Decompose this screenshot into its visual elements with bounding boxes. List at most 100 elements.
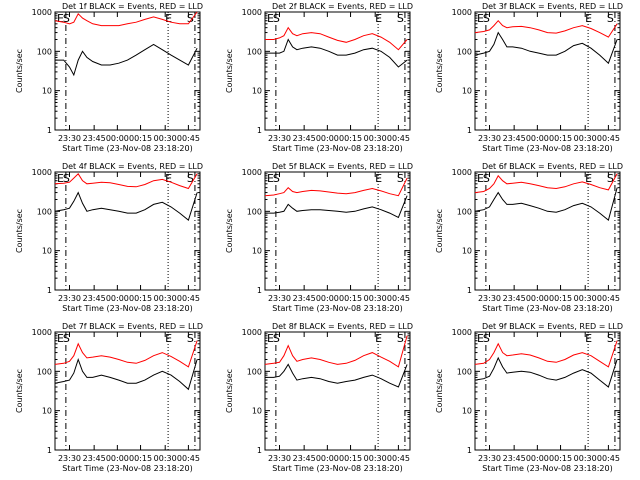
boundary-marker-s: S bbox=[397, 12, 404, 25]
y-tick-label: 100 bbox=[37, 47, 52, 56]
x-tick-label: 00:15 bbox=[129, 134, 152, 143]
x-tick-label: 00:00 bbox=[106, 294, 129, 303]
series-events-line bbox=[474, 187, 618, 221]
y-axis-label: Counts/sec bbox=[15, 369, 24, 413]
y-axis-label: Counts/sec bbox=[435, 209, 444, 253]
x-tick-label: 00:30 bbox=[364, 134, 387, 143]
chart-title: Det 3f BLACK = Events, RED = LLD bbox=[482, 2, 623, 11]
x-tick-label: 23:30 bbox=[58, 294, 81, 303]
boundary-marker-s: S bbox=[273, 332, 280, 345]
chart-title: Det 5f BLACK = Events, RED = LLD bbox=[272, 162, 413, 171]
x-tick-label: 00:30 bbox=[154, 134, 177, 143]
chart-title: Det 9f BLACK = Events, RED = LLD bbox=[482, 322, 623, 331]
boundary-marker-s: S bbox=[63, 172, 70, 185]
x-tick-label: 23:30 bbox=[58, 134, 81, 143]
x-tick-label: 00:00 bbox=[106, 454, 129, 463]
y-tick-label: 1000 bbox=[242, 8, 262, 17]
boundary-marker-s: S bbox=[607, 12, 614, 25]
y-axis-label: Counts/sec bbox=[15, 49, 24, 93]
x-tick-label: 00:15 bbox=[129, 294, 152, 303]
chart-panel-4: Det 4f BLACK = Events, RED = LLD 1 10 100 10… bbox=[15, 162, 203, 313]
chart-title: Det 8f BLACK = Events, RED = LLD bbox=[272, 322, 413, 331]
series-events-line bbox=[265, 195, 408, 219]
y-tick-label: 100 bbox=[37, 207, 52, 216]
y-tick-label: 1000 bbox=[32, 8, 52, 17]
y-tick-label: 1 bbox=[257, 126, 262, 135]
series-lld-line bbox=[474, 19, 618, 38]
y-axis-label: Counts/sec bbox=[225, 209, 234, 253]
x-tick-label: 23:30 bbox=[478, 294, 501, 303]
chart-panel-8: Det 8f BLACK = Events, RED = LLD 1 10 100 10… bbox=[225, 322, 413, 473]
boundary-marker-s: S bbox=[483, 332, 490, 345]
x-tick-label: 00:15 bbox=[339, 294, 362, 303]
x-tick-label: 23:45 bbox=[83, 294, 106, 303]
x-tick-label: 00:45 bbox=[177, 134, 200, 143]
y-tick-label: 100 bbox=[247, 207, 262, 216]
plot-frame bbox=[54, 11, 201, 131]
x-tick-label: 23:45 bbox=[293, 134, 316, 143]
y-tick-label: 1 bbox=[47, 286, 52, 295]
y-tick-label: 100 bbox=[247, 47, 262, 56]
x-tick-label: 23:30 bbox=[268, 454, 291, 463]
series-events-line bbox=[265, 38, 408, 68]
boundary-marker-s: S bbox=[483, 172, 490, 185]
x-tick-label: 00:30 bbox=[364, 454, 387, 463]
y-tick-label: 10 bbox=[252, 247, 262, 256]
x-axis-label: Start Time (23-Nov-08 23:18:20) bbox=[482, 464, 612, 473]
chart-title: Det 7f BLACK = Events, RED = LLD bbox=[62, 322, 203, 331]
chart-title: Det 4f BLACK = Events, RED = LLD bbox=[62, 162, 203, 171]
chart-panel-1: Det 1f BLACK = Events, RED = LLD 1 10 100 10… bbox=[15, 2, 203, 153]
plot-frame bbox=[54, 331, 201, 451]
x-tick-label: 00:00 bbox=[526, 294, 549, 303]
y-tick-label: 10 bbox=[42, 407, 52, 416]
x-tick-label: 00:15 bbox=[339, 454, 362, 463]
chart-panel-7: Det 7f BLACK = Events, RED = LLD 1 10 100 10… bbox=[15, 322, 203, 473]
boundary-marker-e: E bbox=[375, 12, 382, 25]
boundary-marker-e: E bbox=[585, 12, 592, 25]
y-tick-label: 100 bbox=[457, 47, 472, 56]
boundary-marker-e: E bbox=[375, 332, 382, 345]
x-tick-label: 00:00 bbox=[106, 134, 129, 143]
x-tick-label: 00:30 bbox=[574, 294, 597, 303]
boundary-marker-e: E bbox=[585, 332, 592, 345]
plot-frame bbox=[474, 331, 621, 451]
boundary-marker-s: S bbox=[187, 172, 194, 185]
y-tick-label: 1000 bbox=[452, 168, 472, 177]
y-tick-label: 100 bbox=[457, 207, 472, 216]
x-tick-label: 00:45 bbox=[387, 134, 410, 143]
series-events-line bbox=[474, 31, 618, 65]
series-events-line bbox=[55, 43, 198, 77]
x-tick-label: 23:45 bbox=[503, 134, 526, 143]
boundary-marker-s: S bbox=[607, 172, 614, 185]
x-tick-label: 00:30 bbox=[574, 454, 597, 463]
y-tick-label: 1000 bbox=[452, 8, 472, 17]
x-tick-label: 00:45 bbox=[177, 454, 200, 463]
y-tick-label: 100 bbox=[457, 367, 472, 376]
y-axis-label: Counts/sec bbox=[225, 369, 234, 413]
x-tick-label: 00:30 bbox=[574, 134, 597, 143]
x-tick-label: 00:45 bbox=[177, 294, 200, 303]
boundary-marker-s: S bbox=[63, 332, 70, 345]
boundary-marker-e: E bbox=[477, 172, 484, 185]
x-axis-label: Start Time (23-Nov-08 23:18:20) bbox=[62, 144, 192, 153]
y-axis-label: Counts/sec bbox=[435, 369, 444, 413]
y-tick-label: 10 bbox=[252, 87, 262, 96]
chart-panel-5: Det 5f BLACK = Events, RED = LLD 1 10 100 10… bbox=[225, 162, 413, 313]
x-tick-label: 00:00 bbox=[526, 134, 549, 143]
chart-panel-9: Det 9f BLACK = Events, RED = LLD 1 10 100 10… bbox=[435, 322, 623, 473]
x-tick-label: 00:00 bbox=[316, 134, 339, 143]
x-tick-label: 23:45 bbox=[503, 294, 526, 303]
y-tick-label: 1 bbox=[47, 126, 52, 135]
plot-frame bbox=[54, 171, 201, 291]
boundary-marker-s: S bbox=[63, 12, 70, 25]
boundary-marker-e: E bbox=[585, 172, 592, 185]
y-axis-label: Counts/sec bbox=[15, 209, 24, 253]
y-tick-label: 1000 bbox=[32, 168, 52, 177]
y-tick-label: 100 bbox=[247, 367, 262, 376]
boundary-marker-e: E bbox=[57, 172, 64, 185]
boundary-marker-e: E bbox=[477, 332, 484, 345]
x-axis-label: Start Time (23-Nov-08 23:18:20) bbox=[272, 144, 402, 153]
y-tick-label: 1 bbox=[467, 126, 472, 135]
boundary-marker-e: E bbox=[57, 332, 64, 345]
